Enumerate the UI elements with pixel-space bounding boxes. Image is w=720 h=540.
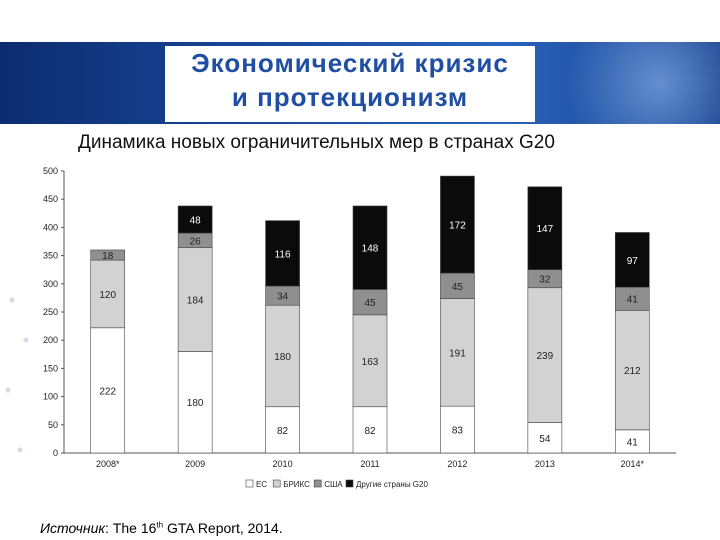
- bar-segment: [614, 232, 650, 288]
- bar-segment: [440, 405, 475, 454]
- bar-segment: [265, 220, 300, 287]
- y-tick-label: 400: [43, 222, 58, 232]
- x-tick-label: 2013: [535, 459, 555, 469]
- y-tick-label: 300: [43, 279, 58, 289]
- y-tick-label: 450: [43, 194, 58, 204]
- slide-title-line2: и протекционизм: [231, 82, 469, 112]
- bar-segment: [614, 310, 650, 431]
- x-tick-label: 2014*: [621, 459, 645, 469]
- bar-segment: [265, 406, 300, 454]
- bar-segment: [440, 298, 475, 407]
- data-label: 34: [277, 292, 289, 303]
- x-tick-label: 2011: [360, 459, 379, 469]
- x-tick-label: 2010: [273, 459, 293, 469]
- legend-label: ЕС: [256, 480, 267, 489]
- data-label: 180: [274, 352, 291, 363]
- source-text-post: GTA Report, 2014.: [163, 520, 283, 536]
- legend-swatch: [345, 479, 354, 488]
- bar-segment: [352, 205, 388, 290]
- data-label: 184: [187, 296, 204, 307]
- data-label: 26: [190, 236, 202, 247]
- data-label: 48: [190, 216, 202, 227]
- chart-container: 0 50 100 150 200 250 300 350 400 450 500 222 120 18 20…: [36, 157, 680, 502]
- source-text-pre: : The 16: [105, 520, 157, 536]
- data-label: 41: [627, 437, 639, 448]
- legend-swatch: [245, 479, 254, 488]
- title-box: Экономический кризис и протекционизм: [165, 46, 535, 122]
- bar-segment: [527, 287, 563, 423]
- bar-segment: [527, 422, 563, 454]
- source-label: Источник: [40, 520, 106, 536]
- y-tick-label: 350: [43, 251, 58, 261]
- data-label: 147: [537, 224, 554, 235]
- legend-label: Другие страны G20: [356, 480, 428, 489]
- bar-segment: [527, 186, 563, 270]
- legend-label: США: [324, 480, 343, 489]
- bar-segment: [440, 272, 475, 299]
- data-label: 120: [99, 290, 116, 301]
- x-tick-label: 2009: [185, 459, 205, 469]
- data-label: 180: [187, 398, 204, 409]
- y-tick-label: 250: [43, 307, 58, 317]
- y-tick-label: 150: [43, 363, 58, 373]
- legend-swatch: [313, 479, 322, 488]
- bar-segment: [177, 351, 213, 454]
- bar-segment: [352, 289, 388, 316]
- data-label: 82: [364, 426, 376, 437]
- bar-segment: [90, 327, 126, 454]
- data-label: 45: [364, 298, 376, 309]
- globe-decoration: [520, 42, 720, 124]
- source-note: Источник: The 16th GTA Report, 2014.: [40, 520, 283, 536]
- data-label: 54: [539, 434, 551, 445]
- legend-label: БРИКС: [283, 480, 310, 489]
- data-label: 97: [627, 256, 639, 267]
- stacked-bar-chart: 0 50 100 150 200 250 300 350 400 450 500 222 120 18 20…: [43, 166, 676, 489]
- slide-title-line1: Экономический кризис: [191, 48, 509, 78]
- data-label: 32: [539, 275, 551, 286]
- x-tick-label: 2012: [447, 459, 467, 469]
- dot-decoration: [0, 280, 40, 540]
- y-tick-label: 500: [43, 166, 58, 176]
- y-tick-label: 200: [43, 335, 58, 345]
- data-label: 191: [449, 348, 466, 359]
- bar-segment: [352, 406, 388, 454]
- legend-swatch: [272, 479, 281, 488]
- data-label: 116: [275, 249, 291, 260]
- bar-segment: [177, 247, 213, 352]
- data-label: 212: [624, 366, 641, 377]
- data-label: 83: [452, 426, 464, 437]
- chart-subtitle: Динамика новых ограничительных мер в стр…: [78, 132, 555, 153]
- data-label: 172: [449, 221, 466, 232]
- bar-segment: [90, 259, 126, 329]
- data-label: 239: [537, 351, 554, 362]
- data-label: 41: [627, 295, 639, 306]
- data-label: 82: [277, 426, 289, 437]
- bar-segment: [177, 205, 213, 234]
- y-tick-label: 100: [43, 392, 58, 402]
- data-label: 18: [102, 251, 114, 262]
- source-text-sup: th: [156, 520, 164, 530]
- bar-segment: [90, 249, 126, 261]
- bar-segment: [352, 314, 388, 408]
- y-tick-label: 0: [53, 448, 58, 458]
- data-label: 45: [452, 282, 464, 293]
- data-label: 222: [99, 386, 116, 397]
- y-tick-label: 50: [48, 420, 58, 430]
- x-tick-label: 2008*: [96, 459, 120, 469]
- data-label: 148: [362, 244, 379, 255]
- data-label: 163: [362, 357, 379, 368]
- bar-segment: [440, 175, 475, 274]
